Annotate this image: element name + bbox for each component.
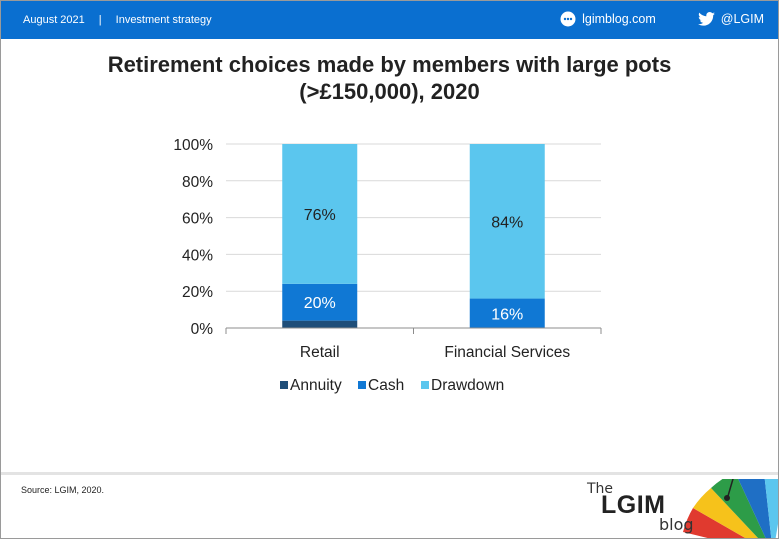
data-label: 76%: [304, 207, 336, 224]
y-tick-label: 0%: [191, 321, 214, 338]
x-tick-label: Retail: [300, 344, 340, 361]
data-label: 20%: [304, 295, 336, 312]
bar-segment-annuity: [282, 320, 358, 328]
twitter-link[interactable]: @LGIM: [697, 12, 764, 26]
chart-title: Retirement choices made by members with …: [1, 51, 778, 105]
umbrella-graphic: [683, 479, 778, 538]
brand-the: The: [587, 481, 614, 497]
y-tick-label: 80%: [182, 174, 213, 191]
bar-segment-cash: [469, 298, 545, 328]
legend-swatch-annuity: [280, 381, 288, 389]
y-tick-label: 20%: [182, 284, 213, 301]
legend-label: Cash: [368, 377, 404, 394]
site-url: lgimblog.com: [582, 12, 656, 26]
stacked-bar-chart: 0%20%40%60%80%100%4%20%76%Retail16%84%Fi…: [173, 137, 602, 394]
chart-title-line-1: Retirement choices made by members with …: [107, 52, 672, 77]
x-tick-label: Financial Services: [444, 344, 570, 361]
legend-swatch-drawdown: [421, 381, 429, 389]
chart-title-line-2: (>£150,000), 2020: [299, 79, 480, 104]
lgim-chat-icon: [560, 11, 576, 27]
header-separator: |: [98, 14, 102, 26]
brand-name: LGIM: [601, 491, 666, 519]
footer-divider: [1, 472, 778, 475]
data-label: 84%: [491, 214, 523, 231]
bar-segment-drawdown: [282, 144, 358, 284]
twitter-handle: @LGIM: [720, 12, 764, 26]
source-note: Source: LGIM, 2020.: [21, 485, 105, 495]
header-date: August 2021: [23, 14, 85, 26]
data-label: 16%: [491, 306, 523, 323]
site-link[interactable]: lgimblog.com: [560, 11, 656, 27]
bar-segment-drawdown: [469, 144, 545, 299]
twitter-bird-icon: [697, 12, 715, 26]
legend-label: Drawdown: [431, 377, 504, 394]
legend-swatch-cash: [358, 381, 366, 389]
lgim-blog-logo: The LGIM blog: [587, 479, 778, 538]
brand-blog: blog: [659, 515, 694, 534]
header-section: Investment strategy: [115, 14, 212, 26]
header-bar: August 2021 | Investment strategy lgimbl…: [1, 1, 778, 39]
y-tick-label: 60%: [182, 211, 213, 228]
y-tick-label: 40%: [182, 247, 213, 264]
legend-label: Annuity: [290, 377, 342, 394]
y-tick-label: 100%: [173, 137, 213, 154]
bar-segment-cash: [282, 283, 358, 321]
